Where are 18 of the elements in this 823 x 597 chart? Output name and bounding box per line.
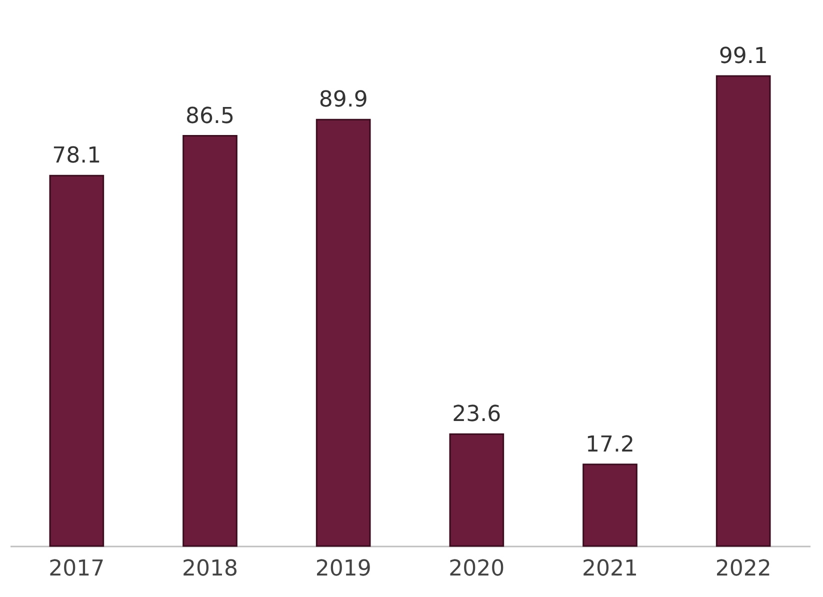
bar	[49, 174, 104, 547]
x-tick-label: 2021	[582, 556, 638, 582]
bar	[449, 433, 504, 547]
bar	[316, 118, 371, 547]
data-label: 99.1	[718, 44, 768, 69]
x-tick-label: 2019	[315, 556, 372, 582]
bar	[716, 75, 771, 547]
x-tick-label: 2018	[182, 556, 238, 582]
data-label: 78.1	[52, 144, 102, 169]
bar	[182, 135, 238, 547]
x-tick-label: 2022	[715, 556, 772, 582]
bar	[582, 464, 638, 547]
data-label: 23.6	[452, 402, 502, 428]
data-label: 86.5	[186, 104, 234, 129]
data-label: 89.9	[318, 88, 368, 113]
x-tick-label: 2017	[48, 556, 105, 582]
data-label: 17.2	[586, 432, 634, 458]
x-tick-label: 2020	[448, 556, 505, 582]
